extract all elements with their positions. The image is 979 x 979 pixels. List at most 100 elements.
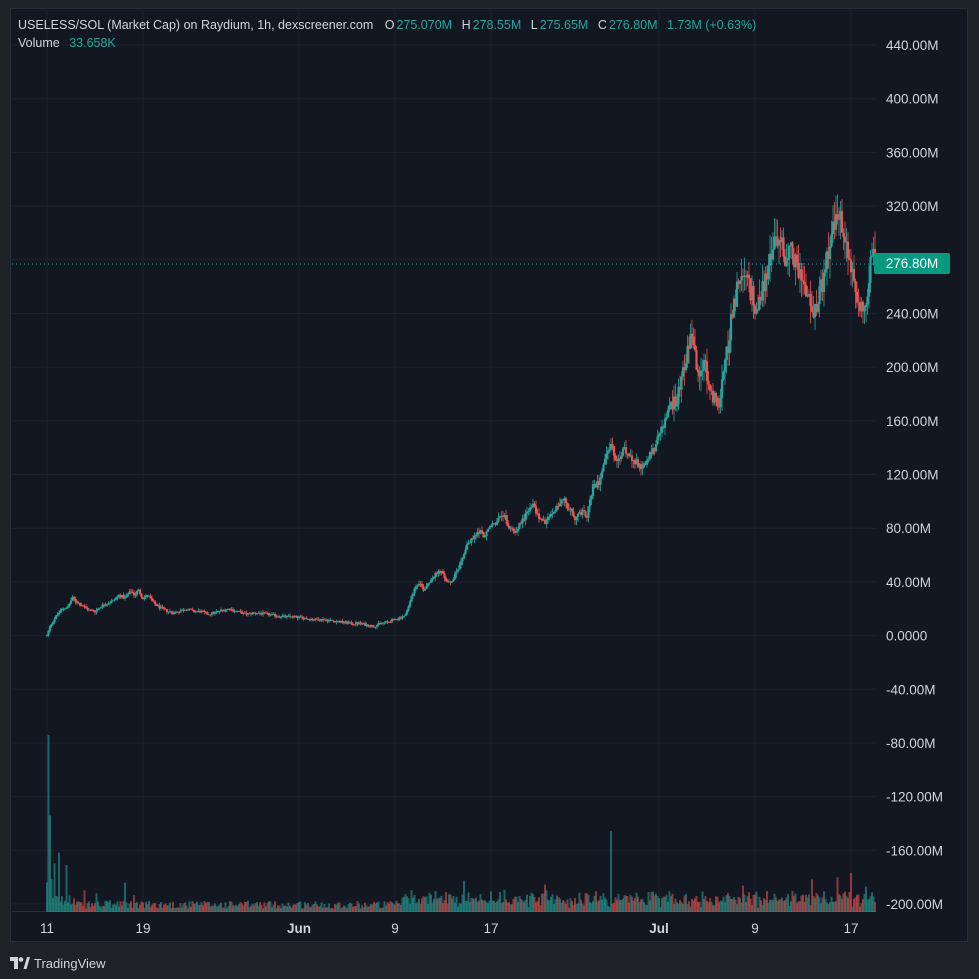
candle-body <box>798 269 802 278</box>
volume-bar <box>740 902 743 912</box>
candle-body <box>710 390 713 392</box>
candle-body <box>548 516 551 518</box>
y-tick-label: 160.00M <box>886 414 939 429</box>
volume-bar <box>436 899 438 912</box>
volume-bar <box>302 908 305 912</box>
candle-body <box>144 595 148 598</box>
volume-bar <box>371 904 374 912</box>
volume-bar <box>355 906 357 912</box>
volume-bar <box>364 902 366 912</box>
candle-body <box>656 436 659 445</box>
candle-body <box>572 511 575 517</box>
candle-body <box>579 511 583 515</box>
volume-bar <box>256 902 258 912</box>
volume-bar <box>709 897 711 912</box>
price-chart[interactable]: 440.00M400.00M360.00M320.00M280.00M240.0… <box>11 9 969 943</box>
candle-body <box>140 593 143 597</box>
tradingview-name: TradingView <box>34 955 106 971</box>
volume-bar <box>767 902 770 912</box>
candle-body <box>578 511 581 514</box>
candle-body <box>537 513 541 519</box>
candle-body <box>534 506 538 514</box>
volume-bar <box>277 905 279 912</box>
candle-body <box>651 448 655 455</box>
candle-body <box>392 618 395 620</box>
candle-body <box>353 624 356 626</box>
candle-body <box>266 613 269 614</box>
volume-bar <box>208 902 210 912</box>
volume-bar <box>475 897 477 912</box>
volume-bar <box>796 903 798 912</box>
candle-body <box>255 613 259 615</box>
volume-bar <box>332 908 335 912</box>
candle-body <box>554 510 557 512</box>
candle-body <box>840 211 844 233</box>
candle-body <box>441 571 445 574</box>
volume-bar <box>185 905 188 912</box>
candle-body <box>821 279 824 292</box>
volume-bar <box>311 904 314 912</box>
candle-body <box>146 595 149 597</box>
volume-bar <box>697 901 699 912</box>
candle-body <box>110 600 113 603</box>
volume-bar <box>736 904 738 912</box>
candle-body <box>560 499 563 504</box>
candle-body <box>653 448 656 452</box>
volume-bar <box>872 896 875 912</box>
volume-bar <box>280 908 282 912</box>
candle-body <box>239 611 242 612</box>
candle-body <box>50 624 53 626</box>
candle-body <box>120 595 124 598</box>
volume-bar <box>461 894 464 912</box>
candle-body <box>251 612 254 615</box>
candle-body <box>438 570 442 574</box>
candle-body <box>800 269 803 281</box>
volume-bar <box>290 907 293 912</box>
volume-bar <box>305 904 308 912</box>
candle-body <box>297 616 301 618</box>
candle-body <box>528 507 532 512</box>
candle-body <box>779 240 782 243</box>
candle-body <box>78 602 82 606</box>
volume-bar <box>146 904 149 912</box>
candle-body <box>57 612 61 615</box>
volume-bar <box>739 898 741 912</box>
change-value: 1.73M (+0.63%) <box>667 18 757 32</box>
volume-bar <box>182 903 185 912</box>
candle-body <box>233 611 236 612</box>
candle-body <box>743 275 746 277</box>
volume-bar <box>574 897 576 912</box>
volume-bar <box>571 901 573 912</box>
volume-bar <box>151 904 153 912</box>
candle-body <box>308 618 311 621</box>
volume-bar <box>352 907 354 912</box>
tradingview-branding[interactable]: TradingView <box>10 954 106 972</box>
volume-bar <box>808 894 810 912</box>
volume-bar <box>856 894 858 912</box>
volume-bar <box>220 902 222 912</box>
volume-bar <box>847 898 849 912</box>
candle-body <box>204 611 208 613</box>
candle-body <box>848 258 851 260</box>
candle-body <box>230 609 233 611</box>
volume-bar <box>125 902 128 912</box>
volume-bar <box>749 898 752 912</box>
volume-bar <box>383 901 386 912</box>
volume-bar <box>724 902 726 912</box>
volume-bar <box>592 900 594 912</box>
volume-bar <box>214 903 216 912</box>
candle-body <box>540 518 544 521</box>
candle-body <box>419 583 422 585</box>
candle-body <box>101 604 104 608</box>
volume-bar <box>481 899 483 912</box>
volume-bar <box>611 903 614 912</box>
candle-body <box>197 610 200 612</box>
candle-body <box>726 346 730 354</box>
volume-bar <box>713 904 716 912</box>
volume-bar <box>602 893 605 912</box>
candle-body <box>588 499 592 507</box>
candle-body <box>747 274 751 279</box>
candle-body <box>383 622 386 624</box>
volume-bar <box>500 903 503 912</box>
chart-area[interactable]: 440.00M400.00M360.00M320.00M280.00M240.0… <box>10 8 968 942</box>
